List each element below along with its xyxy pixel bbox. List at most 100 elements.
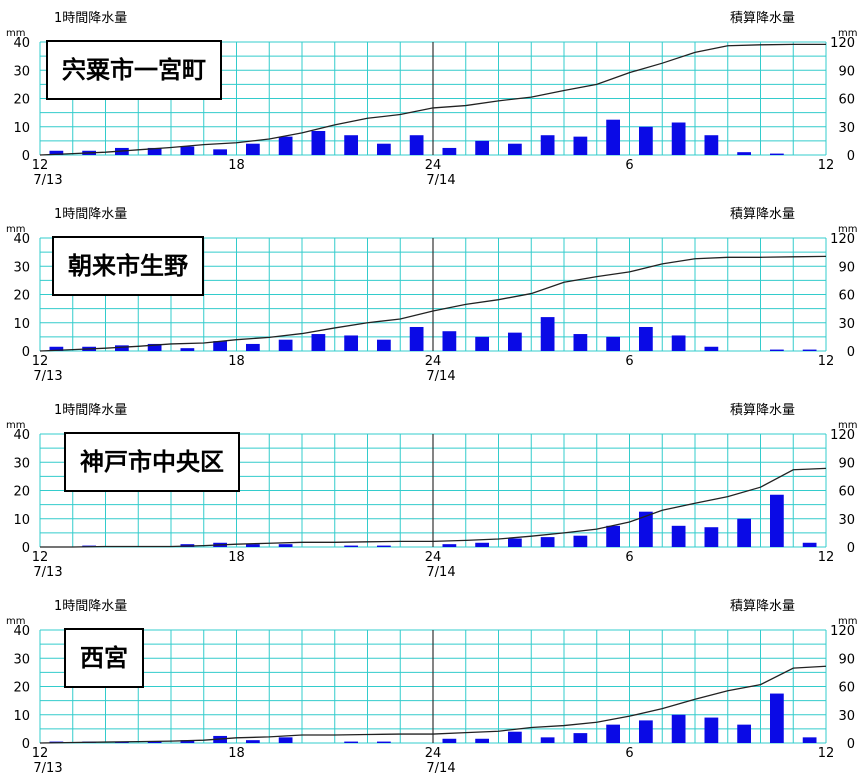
x-date-label: 7/14 [426, 369, 455, 384]
precip-bar [573, 334, 588, 351]
precip-bar [245, 143, 260, 155]
precip-bar [311, 334, 326, 351]
precip-bar [278, 339, 293, 351]
precip-bar [245, 343, 260, 351]
precip-bar [769, 153, 784, 155]
precip-bar [737, 152, 752, 155]
precip-bar [376, 143, 391, 155]
x-tick-label: 24 [425, 550, 442, 565]
y-tick-label: 0 [22, 345, 30, 360]
right-axis-title: 積算降水量 [730, 403, 795, 418]
precip-bar [213, 341, 228, 351]
precip-bar [638, 126, 653, 155]
x-date-label: 7/13 [33, 369, 62, 384]
left-axis-title: 1時間降水量 [54, 11, 127, 26]
precip-bar [540, 135, 555, 155]
y-tick-label: 30 [13, 652, 30, 667]
precip-bar [344, 741, 359, 743]
precip-bar [638, 326, 653, 351]
left-unit-label: mm [6, 616, 25, 627]
precip-bar [114, 345, 129, 351]
y-tick-label: 40 [13, 428, 30, 443]
y-tick-label: 30 [13, 456, 30, 471]
precip-bar [704, 527, 719, 547]
x-tick-label: 18 [228, 158, 245, 173]
x-tick-label: 12 [818, 550, 835, 565]
precip-bar [442, 331, 457, 351]
precip-bar [49, 150, 64, 155]
precip-bar [802, 737, 817, 743]
x-date-label: 7/13 [33, 761, 62, 773]
y2-tick-label: 90 [838, 652, 855, 667]
x-tick-label: 12 [818, 158, 835, 173]
precip-bar [376, 545, 391, 547]
precip-bar [475, 738, 490, 743]
precip-bar [573, 136, 588, 155]
left-unit-label: mm [6, 28, 25, 39]
y2-tick-label: 90 [838, 456, 855, 471]
y2-tick-label: 90 [838, 64, 855, 79]
y2-tick-label: 30 [838, 709, 855, 724]
precip-bar [737, 724, 752, 743]
right-axis-title: 積算降水量 [730, 11, 795, 26]
precip-bar [442, 147, 457, 155]
precip-bar [147, 147, 162, 155]
y2-tick-label: 90 [838, 260, 855, 275]
y-tick-label: 10 [13, 121, 30, 136]
precip-bar [409, 326, 424, 351]
x-tick-label: 24 [425, 158, 442, 173]
precip-bar [278, 737, 293, 743]
precip-bar [540, 537, 555, 547]
station-name-label: 宍粟市一宮町 [46, 40, 222, 100]
precip-bar [769, 693, 784, 743]
y2-tick-label: 120 [830, 428, 855, 443]
precip-bar [573, 535, 588, 547]
precip-bar [344, 135, 359, 155]
x-date-label: 7/14 [426, 173, 455, 188]
y-tick-label: 30 [13, 64, 30, 79]
precip-bar [49, 346, 64, 351]
y-tick-label: 10 [13, 513, 30, 528]
precip-bar [737, 518, 752, 547]
precip-bar [344, 545, 359, 547]
precip-bar [704, 717, 719, 743]
precip-bar [638, 511, 653, 547]
station-name-label: 西宮 [64, 628, 144, 688]
precip-bar [409, 135, 424, 155]
right-axis-title: 積算降水量 [730, 207, 795, 222]
y2-tick-label: 0 [847, 345, 855, 360]
cumulative-line [39, 665, 827, 744]
precip-bar [442, 544, 457, 547]
right-unit-label: mm [838, 224, 857, 235]
x-date-label: 7/13 [33, 173, 62, 188]
precip-bar [638, 720, 653, 743]
precip-bar [475, 542, 490, 547]
y-tick-label: 10 [13, 317, 30, 332]
y-tick-label: 20 [13, 93, 30, 108]
x-date-label: 7/14 [426, 761, 455, 773]
x-tick-label: 24 [425, 354, 442, 369]
x-date-label: 7/13 [33, 565, 62, 580]
x-tick-label: 6 [625, 158, 633, 173]
y-tick-label: 40 [13, 624, 30, 639]
y2-tick-label: 60 [838, 681, 855, 696]
x-tick-label: 12 [32, 158, 49, 173]
left-unit-label: mm [6, 224, 25, 235]
cumulative-line [39, 43, 826, 156]
right-unit-label: mm [838, 420, 857, 431]
x-tick-label: 12 [818, 746, 835, 761]
left-unit-label: mm [6, 420, 25, 431]
y-tick-label: 40 [13, 232, 30, 247]
x-tick-label: 12 [32, 354, 49, 369]
y2-tick-label: 30 [838, 513, 855, 528]
y2-tick-label: 60 [838, 289, 855, 304]
precip-bar [442, 738, 457, 743]
precip-bar [802, 542, 817, 547]
y-tick-label: 40 [13, 36, 30, 51]
y2-tick-label: 60 [838, 485, 855, 500]
precip-bar [147, 741, 162, 743]
y-tick-label: 20 [13, 485, 30, 500]
precip-bar [475, 336, 490, 351]
precip-bar [475, 140, 490, 155]
